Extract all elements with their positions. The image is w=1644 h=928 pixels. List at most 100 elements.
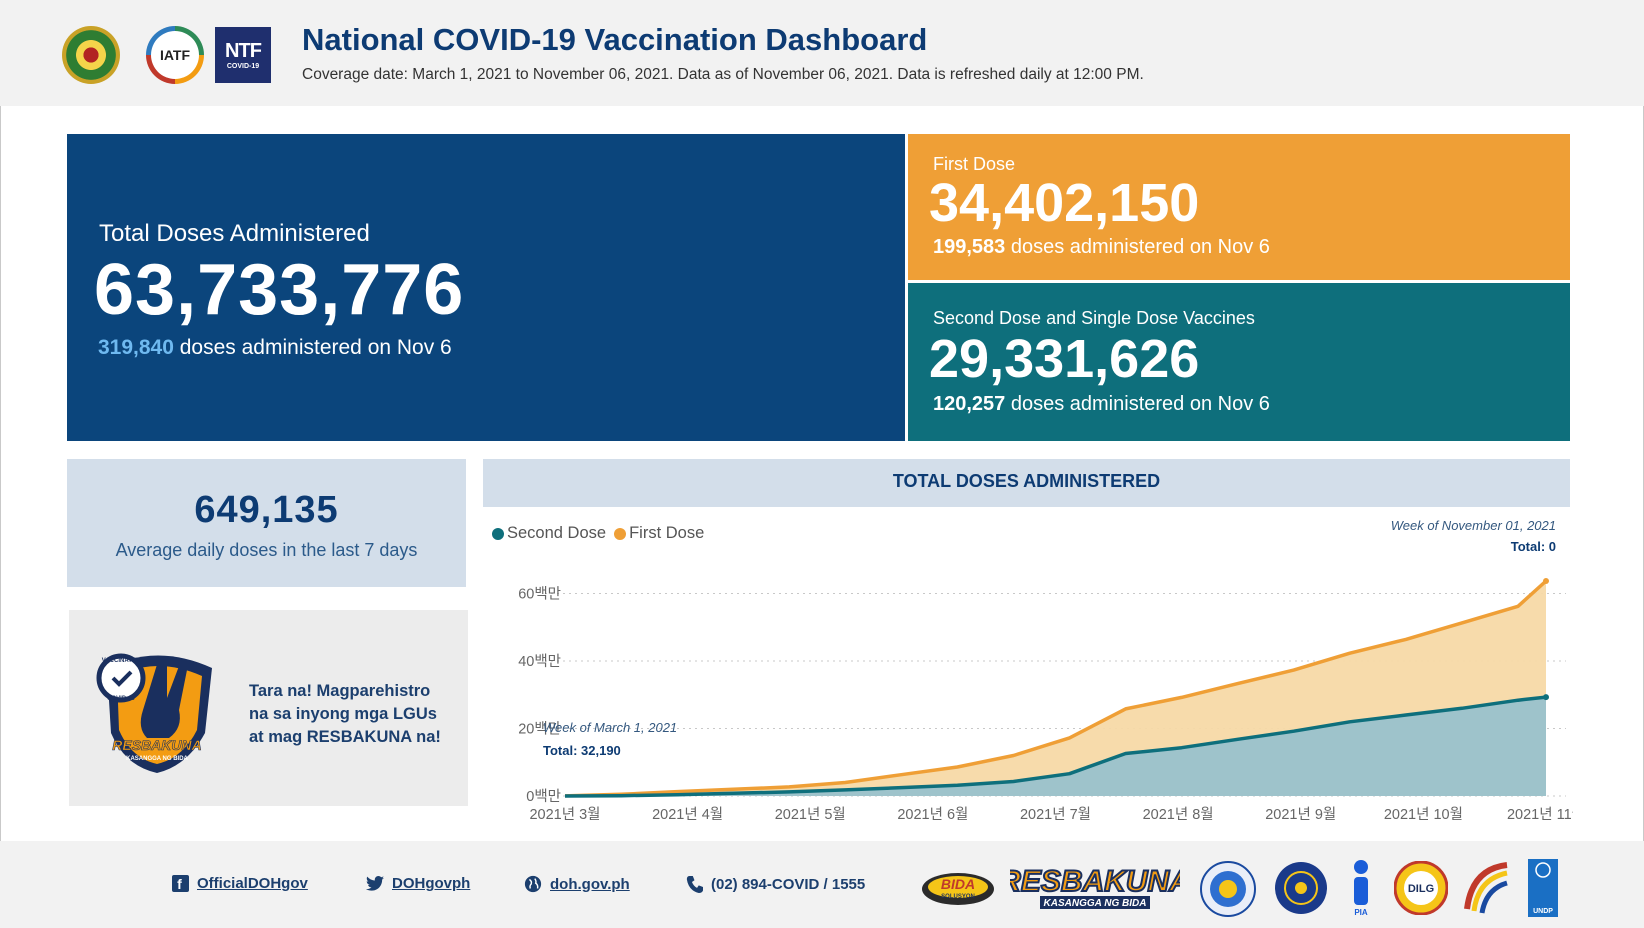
x-tick-label: 2021년 7월 [1020,806,1091,822]
promo-line: Tara na! Magparehistro [249,682,431,700]
facebook-link[interactable]: f OfficialDOHgov [172,875,308,892]
y-tick-label: 20백만 [518,721,561,738]
header: IATF NTF COVID-19 National COVID-19 Vacc… [0,0,1644,106]
legend-label-second-dose: Second Dose [507,524,607,542]
ntf-logo-text: NTF [225,40,262,62]
facebook-link-label: OfficialDOHgov [197,875,308,892]
tooltip-end-week: Week of November 01, 2021 [1390,518,1556,533]
x-tick-label: 2021년 11월 [1507,806,1573,822]
first-dose-value: 34,402,150 [929,173,1200,233]
second-dose-area [565,697,1546,796]
undp-logo-icon: UNDP [1528,859,1558,917]
doh-seal-logo [62,26,120,84]
presidential-seal-icon [1200,861,1256,917]
first-dose-card: First Dose 34,402,150 199,583 doses admi… [908,134,1570,280]
tooltip-start-week: Week of March 1, 2021 [543,720,678,735]
chart-legend: Second Dose First Dose [492,524,712,543]
tooltip-end: Week of November 01, 2021 Total: 0 [1391,518,1556,554]
badge-peace-hand-icon [140,658,187,738]
ntf-logo-subtext: COVID-19 [226,63,260,70]
hotline-link-label: (02) 894-COVID / 1555 [711,876,866,893]
dilg-logo-text: DILG [1408,883,1434,895]
y-tick-label: 40백만 [518,653,561,670]
x-tick-label: 2021년 8월 [1143,806,1214,822]
legend-label-first-dose: First Dose [629,524,705,542]
total-doses-card: Total Doses Administered 63,733,776 319,… [67,134,905,441]
website-link[interactable]: doh.gov.ph [524,875,630,893]
y-tick-label: 60백만 [518,586,561,603]
ntf-logo: NTF COVID-19 [215,27,271,83]
x-tick-label: 2021년 5월 [775,806,846,822]
bida-logo-text: BIDA [941,876,975,892]
badge-top-text: VACCINATED [102,658,141,664]
phone-icon [686,875,703,894]
average-daily-card: 649,135 Average daily doses in the last … [67,459,466,587]
total-doses-label: Total Doses Administered [99,220,370,247]
bida-logo-subtext: SOLUSYON [941,894,975,900]
y-tick-label: 0백만 [526,788,561,805]
average-daily-label: Average daily doses in the last 7 days [115,540,418,560]
twitter-link[interactable]: DOHgovph [366,875,470,892]
average-daily-value: 649,135 [194,489,339,531]
promo-line: na sa inyong mga LGUs [249,705,437,723]
facebook-icon: f [172,875,189,892]
total-doses-value: 63,733,776 [94,250,465,330]
footer: f OfficialDOHgov DOHgovph doh.gov.ph (02… [0,841,1644,928]
badge-brand-text: RESBAKUNA [112,737,201,753]
chart-title: TOTAL DOSES ADMINISTERED [483,459,1570,507]
hotline-link[interactable]: (02) 894-COVID / 1555 [686,875,865,894]
resbakuna-promo: VACCINATED COVID-19 RESBAKUNA KASANGGA N… [69,610,468,806]
second-dose-end-point [1543,694,1549,701]
page-title: National COVID-19 Vaccination Dashboard [302,22,928,57]
pia-logo-icon: PIA [1354,860,1368,917]
agency-seal-icon [1464,862,1508,914]
second-daily-suffix: doses administered on Nov 6 [1005,393,1270,415]
dilg-logo-icon: DILG [1394,861,1448,915]
first-daily-line: 199,583 doses administered on Nov 6 [933,236,1270,259]
legend-item-first-dose[interactable]: First Dose [614,524,704,543]
x-tick-label: 2021년 3월 [529,806,600,822]
badge-vaccinated-seal [96,653,146,703]
resbakuna-logo-icon: RESBAKUNA KASANGGA NG BIDA [1010,864,1180,909]
legend-dot-first-dose [614,527,627,540]
x-tick-label: 2021년 4월 [652,806,723,822]
first-dose-area [565,581,1546,796]
coverage-note: Coverage date: March 1, 2021 to November… [302,66,1144,83]
government-seal-icon [1275,862,1327,914]
badge-tag-text: KASANGGA NG BIDA [126,756,188,762]
promo-line: at mag RESBAKUNA na! [249,728,441,746]
undp-logo-text: UNDP [1533,908,1553,915]
resbakuna-badge-icon: VACCINATED COVID-19 RESBAKUNA KASANGGA N… [96,653,212,773]
doses-area-chart[interactable]: 0백만 20백만 40백만 60백만 2021년 3월 2021년 4월 2021년 5월 2… [483,560,1573,822]
first-dose-line [564,579,1548,798]
first-dose-label: First Dose [933,154,1016,174]
x-tick-label: 2021년 10월 [1384,806,1463,822]
pia-logo-text: PIA [1354,908,1368,917]
badge-side-text: COVID-19 [107,696,135,702]
resbakuna-logo-text: RESBAKUNA [1010,865,1180,898]
legend-item-second-dose[interactable]: Second Dose [492,524,606,543]
tooltip-end-total: Total: 0 [1510,539,1556,554]
total-daily-line: 319,840 doses administered on Nov 6 [98,336,452,360]
total-daily-suffix: doses administered on Nov 6 [173,336,452,359]
second-dose-line [564,695,1547,798]
tooltip-start: Week of March 1, 2021 Total: 32,190 [543,720,677,758]
twitter-icon [366,876,384,891]
second-dose-value: 29,331,626 [929,329,1200,389]
promo-message: Tara na! Magparehistro na sa inyong mga … [249,680,459,749]
first-daily-value: 199,583 [933,236,1006,258]
twitter-link-label: DOHgovph [392,875,471,892]
resbakuna-logo-subtext: KASANGGA NG BIDA [1044,898,1147,909]
bida-logo-icon: BIDA SOLUSYON [922,873,994,905]
iatf-logo-text: IATF [159,47,191,63]
second-daily-line: 120,257 doses administered on Nov 6 [933,393,1270,416]
second-daily-value: 120,257 [933,393,1006,415]
globe-icon [524,875,542,893]
website-link-label: doh.gov.ph [550,875,630,893]
badge-check-icon [111,670,133,687]
first-daily-suffix: doses administered on Nov 6 [1005,236,1270,258]
second-dose-label: Second Dose and Single Dose Vaccines [933,308,1255,328]
second-dose-card: Second Dose and Single Dose Vaccines 29,… [908,283,1570,441]
tooltip-start-total: Total: 32,190 [543,743,621,758]
x-tick-label: 2021년 9월 [1265,806,1336,822]
